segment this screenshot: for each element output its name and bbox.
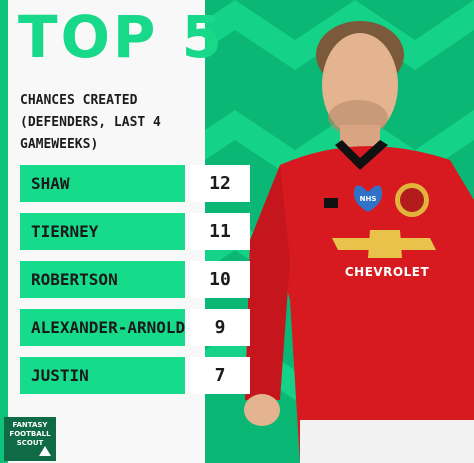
subtitle: CHANCES CREATED (DEFENDERS, LAST 4 GAMEW…	[20, 93, 161, 152]
bar-label: TIERNEY	[20, 213, 185, 250]
logo-triangle-icon	[39, 446, 51, 456]
player-photo: NHS CHEVROLET	[240, 0, 474, 463]
bar-row: ALEXANDER-ARNOLD 9	[20, 309, 250, 346]
bar-value: 9	[190, 309, 250, 346]
bar-value: 10	[190, 261, 250, 298]
nhs-badge: NHS	[359, 195, 377, 203]
player-figure	[244, 21, 474, 463]
bar-value: 12	[190, 165, 250, 202]
logo-text: FANTASY FOOTBALL SCOUT	[9, 421, 51, 447]
bar-value: 7	[190, 357, 250, 394]
bar-row: TIERNEY 11	[20, 213, 250, 250]
bar-value: 11	[190, 213, 250, 250]
bar-label: SHAW	[20, 165, 185, 202]
brand-logo: FANTASY FOOTBALL SCOUT	[4, 417, 56, 461]
sponsor-text: CHEVROLET	[344, 265, 430, 279]
bar-label: JUSTIN	[20, 357, 185, 394]
page-title: TOP 5	[18, 3, 225, 71]
bar-row: SHAW 12	[20, 165, 250, 202]
bar-label: ROBERTSON	[20, 261, 185, 298]
bar-label: ALEXANDER-ARNOLD	[20, 309, 185, 346]
bar-row: JUSTIN 7	[20, 357, 250, 394]
bar-row: ROBERTSON 10	[20, 261, 250, 298]
left-stripe	[0, 0, 8, 463]
